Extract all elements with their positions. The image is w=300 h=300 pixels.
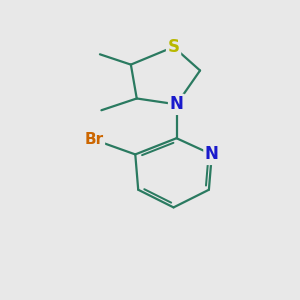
Text: N: N	[169, 95, 183, 113]
Text: N: N	[205, 146, 219, 164]
Text: S: S	[168, 38, 180, 56]
Text: Br: Br	[85, 132, 104, 147]
